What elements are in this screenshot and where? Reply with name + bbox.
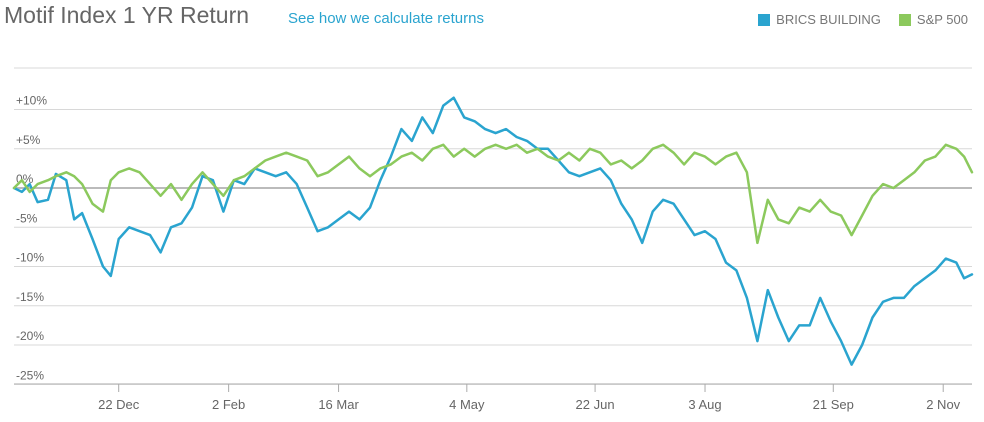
x-tick-label: 22 Jun [576, 397, 615, 412]
y-tick-label: +10% [16, 94, 47, 108]
x-tick-label: 3 Aug [688, 397, 721, 412]
x-tick-label: 4 May [449, 397, 485, 412]
y-tick-label: -5% [16, 211, 38, 225]
chart-title: Motif Index 1 YR Return [4, 2, 250, 28]
y-tick-label: -20% [16, 329, 44, 343]
x-tick-label: 21 Sep [813, 397, 854, 412]
y-tick-label: -15% [16, 290, 44, 304]
legend-item-brics[interactable]: BRICS BUILDING [758, 12, 881, 27]
series-line-sp500[interactable] [12, 143, 974, 245]
x-tick-label: 22 Dec [98, 397, 140, 412]
x-tick-label: 16 Mar [318, 397, 359, 412]
y-tick-label: -25% [16, 368, 44, 382]
y-tick-label: -10% [16, 251, 44, 265]
legend-swatch-sp500 [898, 13, 911, 26]
x-tick-label: 2 Nov [926, 397, 960, 412]
y-axis-labels: +10%+5%0%-5%-10%-15%-20%-25% [16, 94, 47, 383]
x-tick-label: 2 Feb [212, 397, 245, 412]
legend-label-sp500: S&P 500 [916, 12, 968, 27]
x-axis: 22 Dec 2 Feb 16 Mar 4 May 22 Jun 3 Aug 21 Sep 2… [14, 383, 972, 412]
legend-label-brics: BRICS BUILDING [776, 12, 881, 27]
calculate-returns-link[interactable]: See how we calculate returns [288, 10, 484, 27]
chart-legend: BRICS BUILDING S&P 500 [740, 12, 968, 27]
legend-swatch-brics [758, 13, 771, 26]
legend-item-sp500[interactable]: S&P 500 [898, 12, 968, 27]
series-lines [12, 96, 974, 366]
series-line-brics-building[interactable] [12, 96, 974, 366]
grid-lines [14, 67, 972, 385]
y-tick-label: +5% [16, 133, 41, 147]
